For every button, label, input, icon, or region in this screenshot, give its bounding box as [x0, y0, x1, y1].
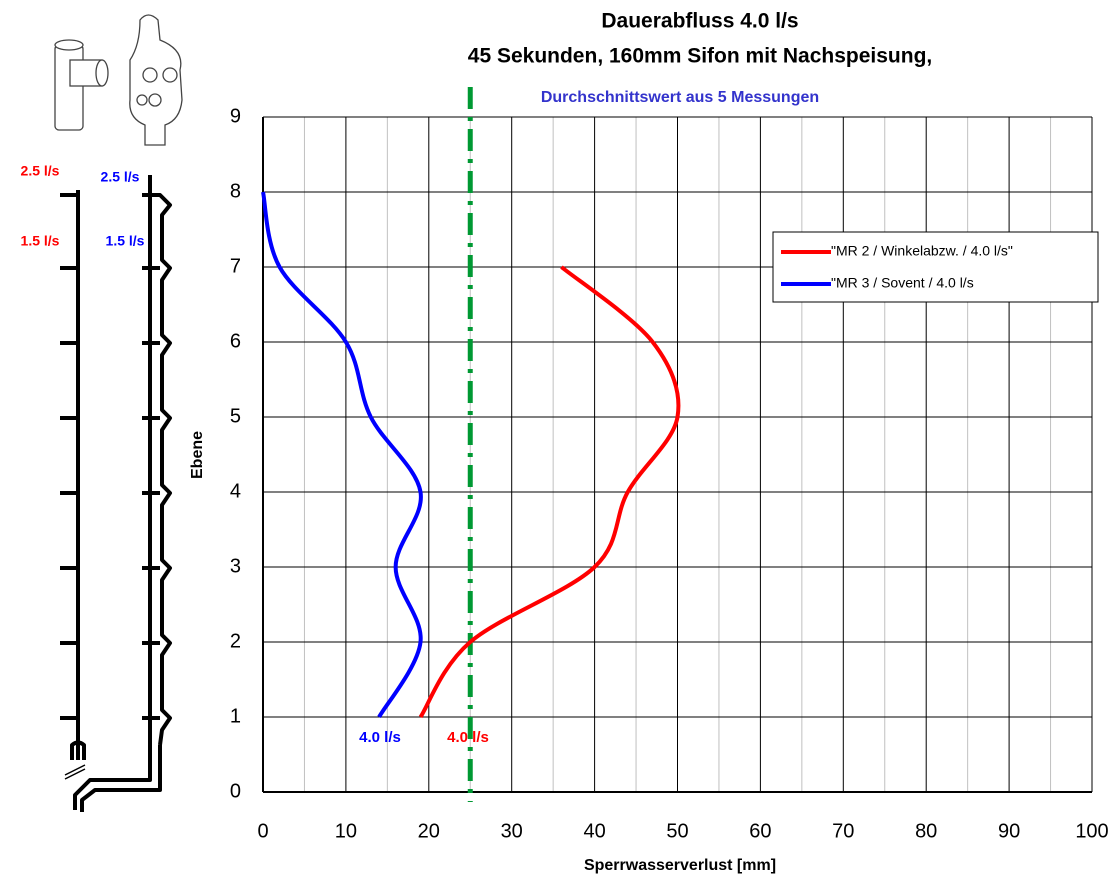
annotation: 2.5 l/s [21, 163, 60, 179]
y-tick-label: 5 [230, 405, 241, 427]
x-tick-label: 10 [335, 820, 357, 842]
chart: Dauerabfluss 4.0 l/s 45 Sekunden, 160mm … [0, 0, 1120, 879]
x-tick-label: 0 [257, 820, 268, 842]
y-tick-label: 2 [230, 630, 241, 652]
x-tick-label: 20 [418, 820, 440, 842]
y-tick-label: 7 [230, 255, 241, 277]
legend-label: "MR 2 / Winkelabzw. / 4.0 l/s" [831, 243, 1013, 259]
data-line [263, 192, 421, 717]
y-tick-label: 8 [230, 180, 241, 202]
x-tick-label: 70 [832, 820, 854, 842]
pipe-diagram [55, 15, 182, 812]
y-tick-label: 3 [230, 555, 241, 577]
y-tick-label: 4 [230, 480, 241, 502]
y-tick-label: 6 [230, 330, 241, 352]
annotation: 2.5 l/s [101, 169, 140, 185]
legend-label: "MR 3 / Sovent / 4.0 l/s [831, 275, 974, 291]
x-tick-label: 100 [1075, 820, 1108, 842]
annotation: 1.5 l/s [106, 233, 145, 249]
y-axis-label: Ebene [189, 431, 206, 479]
annotation: 1.5 l/s [21, 233, 60, 249]
x-tick-label: 50 [666, 820, 688, 842]
x-tick-label: 60 [749, 820, 771, 842]
y-tick-label: 0 [230, 780, 241, 802]
annotation: 4.0 l/s [447, 729, 489, 746]
y-tick-label: 9 [230, 105, 241, 127]
x-tick-label: 80 [915, 820, 937, 842]
chart-title: Dauerabfluss 4.0 l/s [601, 10, 798, 33]
x-axis-label: Sperrwasserverlust [mm] [584, 857, 776, 874]
x-tick-label: 30 [501, 820, 523, 842]
x-tick-label: 90 [998, 820, 1020, 842]
chart-note: Durchschnittswert aus 5 Messungen [541, 89, 819, 106]
x-tick-label: 40 [583, 820, 605, 842]
y-tick-label: 1 [230, 705, 241, 727]
annotation: 4.0 l/s [359, 729, 401, 746]
chart-subtitle: 45 Sekunden, 160mm Sifon mit Nachspeisun… [468, 45, 932, 68]
